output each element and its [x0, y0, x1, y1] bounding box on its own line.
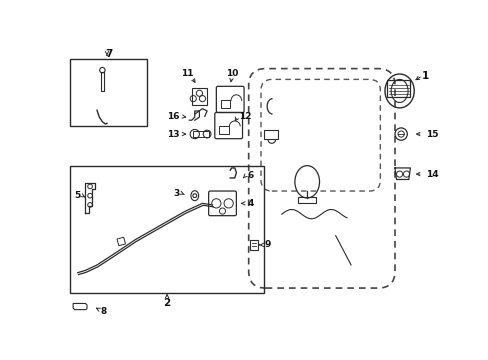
- Text: 15: 15: [425, 130, 437, 139]
- Bar: [70, 166, 264, 293]
- Text: 7: 7: [104, 49, 112, 59]
- Text: 14: 14: [425, 170, 438, 179]
- Bar: [219, 126, 228, 134]
- Bar: [70, 59, 147, 126]
- Text: 3: 3: [173, 189, 179, 198]
- Bar: [297, 197, 316, 203]
- Text: 2: 2: [163, 298, 170, 309]
- Text: 4: 4: [246, 199, 253, 208]
- Text: 8: 8: [101, 307, 107, 316]
- Bar: [191, 88, 207, 105]
- Text: 5: 5: [74, 191, 80, 200]
- Bar: [101, 72, 103, 91]
- Bar: [117, 237, 125, 246]
- Text: 11: 11: [181, 69, 193, 78]
- Bar: [386, 80, 409, 97]
- Text: 9: 9: [264, 240, 270, 249]
- Text: 10: 10: [225, 69, 238, 78]
- Polygon shape: [73, 303, 87, 310]
- Text: 13: 13: [166, 130, 179, 139]
- Bar: [221, 100, 230, 108]
- Text: 1: 1: [421, 71, 428, 81]
- Bar: [264, 130, 277, 139]
- Text: 12: 12: [239, 112, 251, 121]
- Text: 16: 16: [166, 112, 179, 121]
- Bar: [193, 131, 208, 137]
- Text: 6: 6: [246, 171, 253, 180]
- Bar: [250, 240, 257, 249]
